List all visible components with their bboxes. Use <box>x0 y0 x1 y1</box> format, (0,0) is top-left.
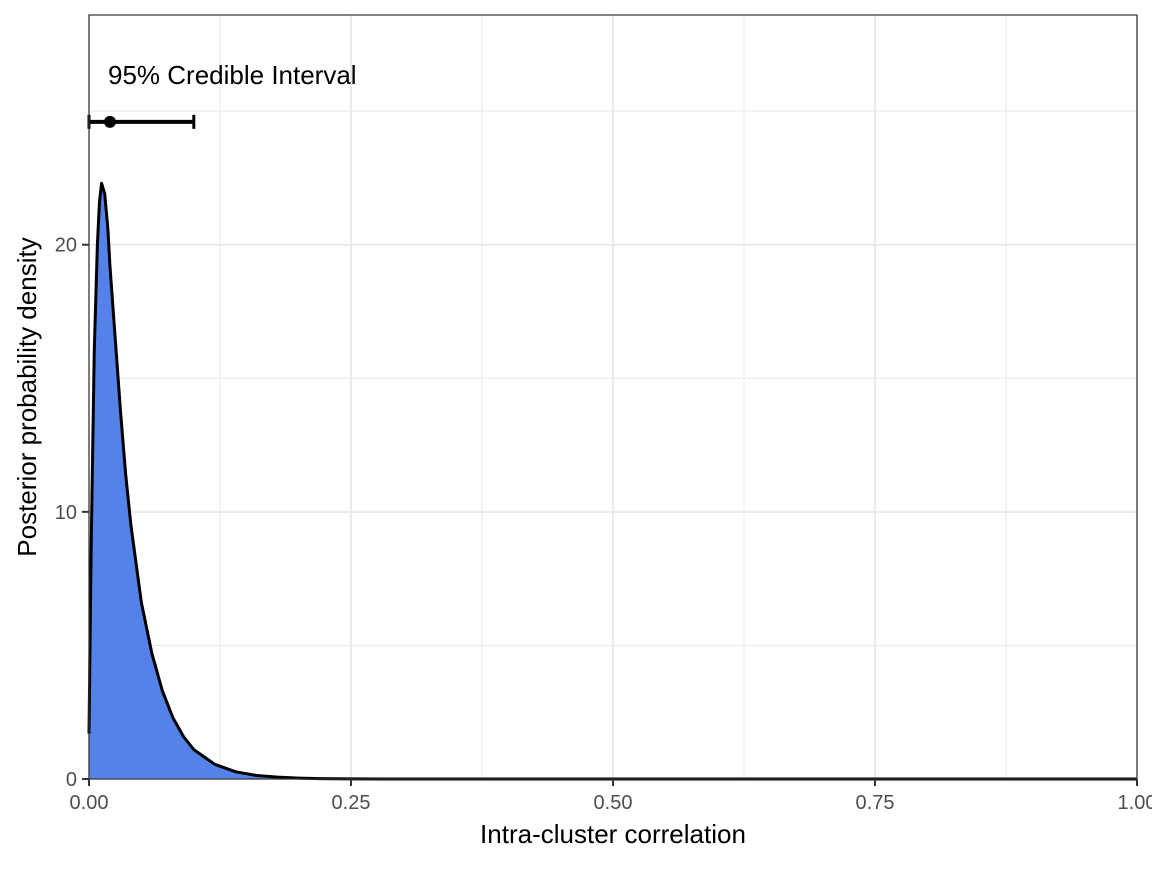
data-layer <box>87 114 1137 781</box>
x-tick-label: 1.00 <box>1118 792 1152 814</box>
x-axis-title: Intra-cluster correlation <box>480 819 746 849</box>
axes: 0.00 0.25 0.50 0.75 1.00 0 10 20 <box>55 235 1152 814</box>
x-tick-label: 0.25 <box>332 792 371 814</box>
y-tick-label: 0 <box>66 769 77 791</box>
credible-interval-point <box>103 115 116 128</box>
x-tick-label: 0.50 <box>594 792 633 814</box>
x-tick-label: 0.00 <box>70 792 109 814</box>
density-line <box>87 181 1137 781</box>
credible-interval-label: 95% Credible Interval <box>108 60 357 90</box>
y-axis-title: Posterior probability density <box>12 237 42 556</box>
density-area <box>89 183 404 780</box>
y-tick-label: 20 <box>55 235 77 257</box>
y-tick-label: 10 <box>55 502 77 524</box>
x-tick-label: 0.75 <box>856 792 895 814</box>
